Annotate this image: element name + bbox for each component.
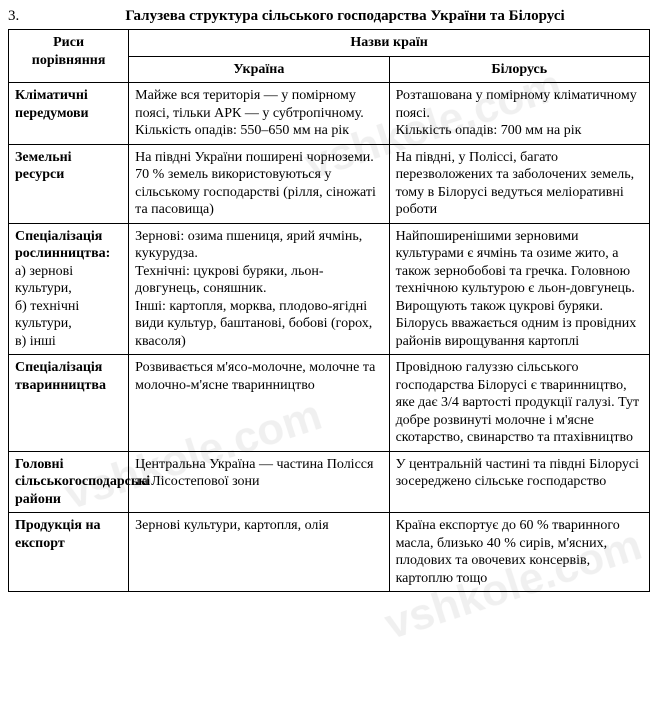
row-label-cell: Земельні ресурси xyxy=(9,144,129,223)
row-label: Спеціалізація рослинництва: xyxy=(15,228,122,263)
row-label: Спеціалізація тваринництва xyxy=(15,359,122,394)
table-row: Спеціалізація тваринництваРозвивається м… xyxy=(9,355,650,452)
table-row: Спеціалізація рослинництва:а) зернові ку… xyxy=(9,223,650,355)
belarus-cell: Найпоширенішими зерновими культурами є я… xyxy=(389,223,649,355)
comparison-table: Риси порівняння Назви країн Україна Біло… xyxy=(8,29,650,592)
header-ukraine: Україна xyxy=(129,56,389,83)
ukraine-cell: Зернові: озима пшениця, ярий ячмінь, кук… xyxy=(129,223,389,355)
belarus-cell: Країна експортує до 60 % тваринного масл… xyxy=(389,513,649,592)
table-row: Земельні ресурсиНа півдні України пошире… xyxy=(9,144,650,223)
header-countries: Назви країн xyxy=(129,30,650,57)
belarus-cell: У центральній частині та півдні Білорусі… xyxy=(389,451,649,513)
belarus-cell: На півдні, у Поліссі, багато перезволоже… xyxy=(389,144,649,223)
row-label-cell: Продукція на експорт xyxy=(9,513,129,592)
row-label-cell: Головні сільськогосподарські райони xyxy=(9,451,129,513)
task-number: 3. xyxy=(8,8,40,25)
header-row: 3. Галузева структура сільського господа… xyxy=(8,8,650,25)
row-label-cell: Спеціалізація тваринництва xyxy=(9,355,129,452)
table-row: Головні сільськогосподарські райониЦентр… xyxy=(9,451,650,513)
ukraine-cell: На півдні України поширені чорноземи. 70… xyxy=(129,144,389,223)
row-label: Земельні ресурси xyxy=(15,149,122,184)
ukraine-cell: Майже вся територія — у помірному поясі,… xyxy=(129,83,389,145)
row-label: Кліматичні передумови xyxy=(15,87,122,122)
ukraine-cell: Зернові культури, картопля, олія xyxy=(129,513,389,592)
row-label: Головні сільськогосподарські райони xyxy=(15,456,122,509)
header-features: Риси порівняння xyxy=(9,30,129,83)
row-label: Продукція на експорт xyxy=(15,517,122,552)
table-row: Кліматичні передумовиМайже вся територія… xyxy=(9,83,650,145)
row-sublabel: а) зернові культури, б) технічні культур… xyxy=(15,263,122,351)
belarus-cell: Провідною галуззю сільського господарств… xyxy=(389,355,649,452)
header-belarus: Білорусь xyxy=(389,56,649,83)
row-label-cell: Кліматичні передумови xyxy=(9,83,129,145)
page-title: Галузева структура сільського господарст… xyxy=(40,8,650,25)
table-header-row: Риси порівняння Назви країн xyxy=(9,30,650,57)
row-label-cell: Спеціалізація рослинництва:а) зернові ку… xyxy=(9,223,129,355)
table-row: Продукція на експортЗернові культури, ка… xyxy=(9,513,650,592)
ukraine-cell: Центральна Україна — частина Полісся та … xyxy=(129,451,389,513)
ukraine-cell: Розвивається м'ясо-молочне, молочне та м… xyxy=(129,355,389,452)
belarus-cell: Розташована у помірному кліматичному поя… xyxy=(389,83,649,145)
